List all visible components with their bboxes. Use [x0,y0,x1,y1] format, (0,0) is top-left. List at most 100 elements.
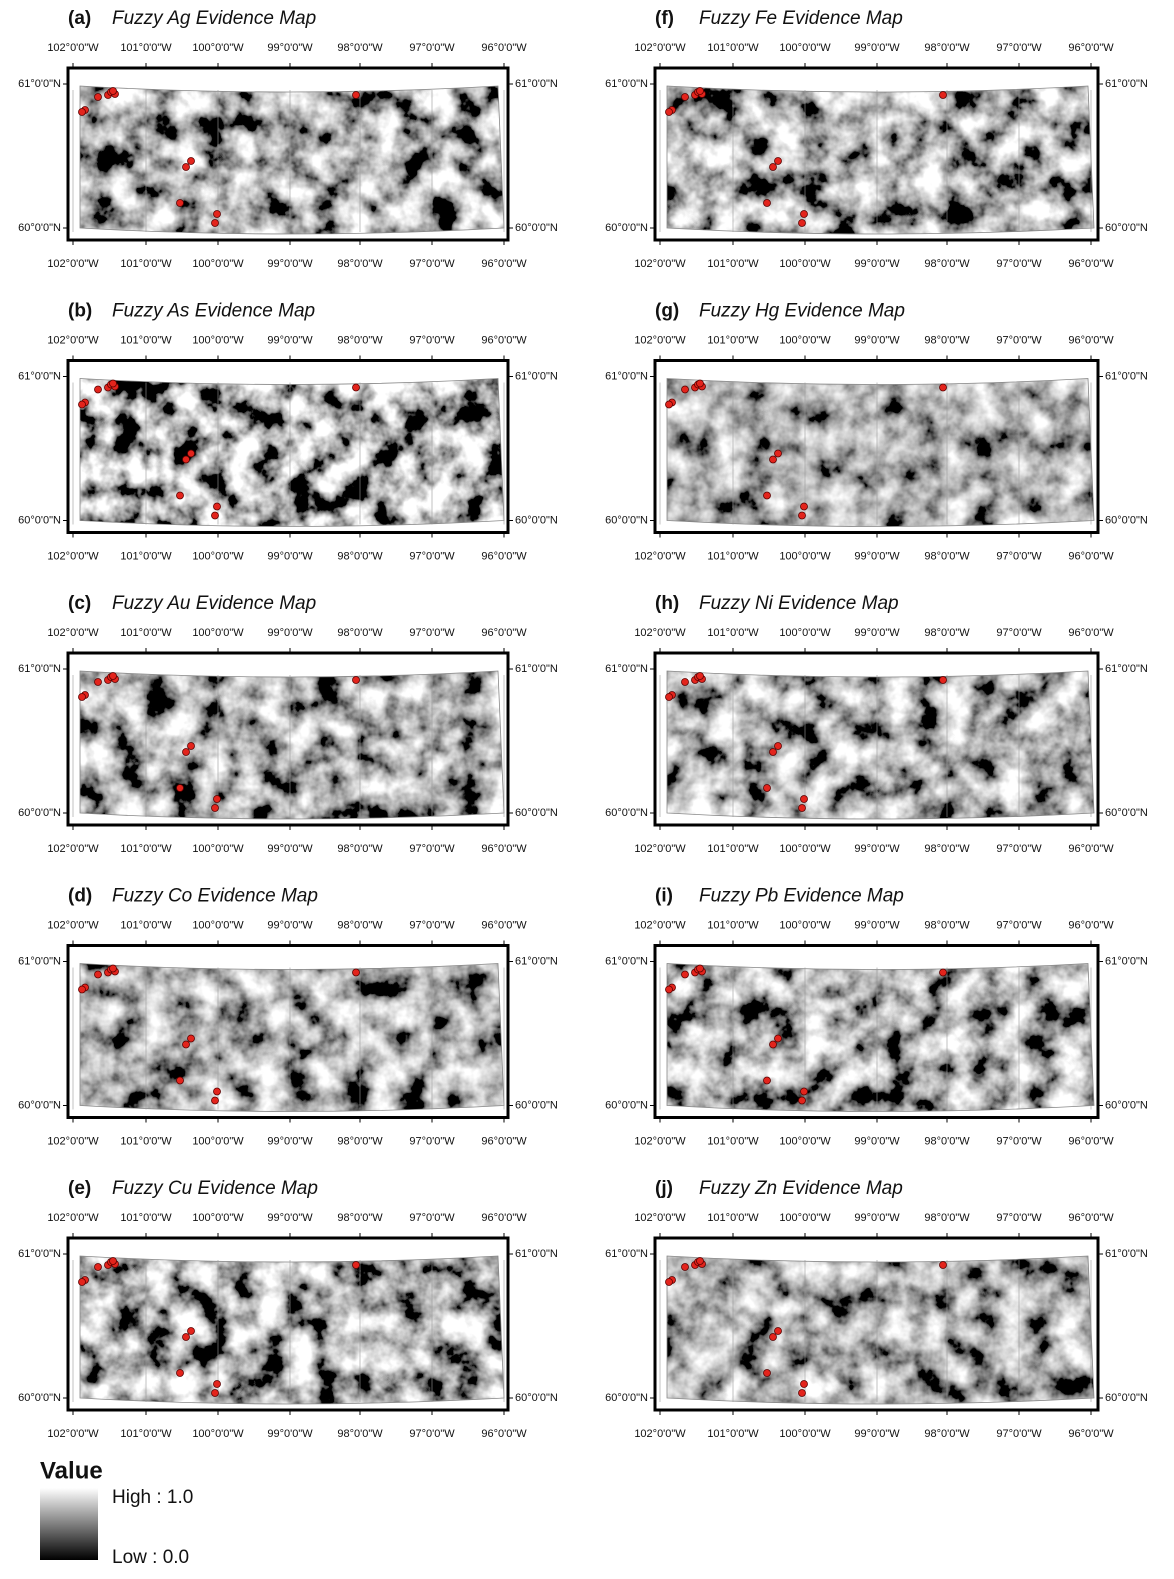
lon-label: 96°0'0"W [1068,1428,1114,1440]
deposit-point [183,1334,190,1341]
deposit-point [95,94,102,101]
deposit-point [214,1381,221,1388]
legend-low: Low : 0.0 [112,1547,189,1568]
lon-label: 98°0'0"W [924,627,970,639]
deposit-point [188,450,195,457]
lon-label: 102°0'0"W [47,42,99,54]
lon-label: 101°0'0"W [120,843,172,855]
lon-label: 98°0'0"W [924,1135,970,1147]
lon-label: 102°0'0"W [634,919,686,931]
deposit-point [697,88,704,95]
lon-label: 100°0'0"W [779,42,831,54]
lon-label: 100°0'0"W [192,42,244,54]
deposit-point [940,384,947,391]
lon-label: 101°0'0"W [707,1135,759,1147]
evidence-raster [68,361,508,533]
lat-label: 60°0'0"N [18,222,61,234]
lon-label: 102°0'0"W [47,258,99,270]
deposit-point [666,1279,673,1286]
lon-label: 101°0'0"W [120,1135,172,1147]
deposit-point [188,158,195,165]
legend-ramp [40,1488,98,1560]
lon-label: 96°0'0"W [1068,334,1114,346]
deposit-point [110,88,117,95]
lon-label: 98°0'0"W [924,1428,970,1440]
lon-label: 97°0'0"W [996,627,1042,639]
lon-label: 99°0'0"W [854,1135,900,1147]
evidence-raster [655,1238,1098,1410]
deposit-point [666,986,673,993]
lat-label: 61°0'0"N [1105,78,1148,90]
lat-label: 61°0'0"N [515,78,558,90]
deposit-point [801,1381,808,1388]
lon-label: 101°0'0"W [707,919,759,931]
lon-label: 100°0'0"W [779,627,831,639]
lon-label: 98°0'0"W [337,627,383,639]
lon-label: 100°0'0"W [779,550,831,562]
deposit-point [188,1328,195,1335]
deposit-point [214,1088,221,1095]
deposit-point [764,492,771,499]
evidence-raster [68,68,508,240]
lat-label: 60°0'0"N [18,807,61,819]
evidence-raster [68,1238,508,1410]
lon-label: 100°0'0"W [192,843,244,855]
panel-title: Fuzzy Ag Evidence Map [112,8,316,29]
deposit-point [79,401,86,408]
lon-label: 98°0'0"W [337,258,383,270]
lat-label: 60°0'0"N [515,222,558,234]
deposit-point [95,1264,102,1271]
lon-label: 100°0'0"W [192,334,244,346]
map-panel: (a)Fuzzy Ag Evidence Map102°0'0"W102°0'0… [18,8,558,270]
lon-label: 101°0'0"W [120,550,172,562]
lat-label: 60°0'0"N [515,1099,558,1111]
lat-label: 61°0'0"N [605,370,648,382]
lon-label: 99°0'0"W [854,550,900,562]
lat-label: 61°0'0"N [515,663,558,675]
lon-label: 97°0'0"W [996,1428,1042,1440]
lon-label: 99°0'0"W [267,1428,313,1440]
deposit-point [799,1390,806,1397]
lon-label: 96°0'0"W [1068,1212,1114,1224]
lon-label: 96°0'0"W [481,919,527,931]
deposit-point [940,677,947,684]
lon-label: 101°0'0"W [707,627,759,639]
panel-label: (g) [655,301,679,322]
deposit-point [775,743,782,750]
panel-title: Fuzzy Hg Evidence Map [699,301,905,322]
panel-label: (i) [655,886,673,907]
lon-label: 99°0'0"W [854,258,900,270]
deposit-point [110,380,117,387]
lat-label: 60°0'0"N [1105,807,1148,819]
lat-label: 61°0'0"N [605,1248,648,1260]
lon-label: 101°0'0"W [707,42,759,54]
deposit-point [79,1279,86,1286]
deposit-point [353,92,360,99]
lon-label: 98°0'0"W [337,1428,383,1440]
panel-label: (d) [68,886,92,907]
lon-label: 100°0'0"W [192,258,244,270]
lon-label: 102°0'0"W [47,550,99,562]
panel-title: Fuzzy Pb Evidence Map [699,886,904,907]
lon-label: 99°0'0"W [267,334,313,346]
deposit-point [177,200,184,207]
deposit-point [770,1041,777,1048]
lon-label: 100°0'0"W [192,550,244,562]
deposit-point [177,1370,184,1377]
lon-label: 102°0'0"W [47,1212,99,1224]
lat-label: 61°0'0"N [605,663,648,675]
lon-label: 101°0'0"W [120,1428,172,1440]
panel-title: Fuzzy Co Evidence Map [112,886,318,907]
deposit-point [183,749,190,756]
page: { "panels": [ {"label": "(a)", "title": … [0,0,1174,1579]
evidence-raster [68,653,508,825]
lon-label: 97°0'0"W [996,919,1042,931]
deposit-point [940,969,947,976]
lon-label: 96°0'0"W [481,627,527,639]
lon-label: 101°0'0"W [707,550,759,562]
deposit-point [682,386,689,393]
lon-label: 102°0'0"W [47,1428,99,1440]
panel-title: Fuzzy Zn Evidence Map [699,1178,903,1199]
lat-label: 60°0'0"N [605,222,648,234]
panel-title: Fuzzy Au Evidence Map [112,593,316,614]
